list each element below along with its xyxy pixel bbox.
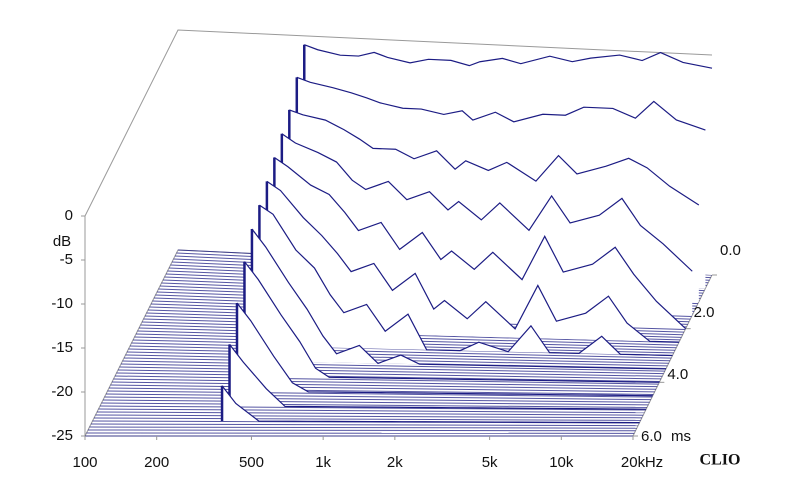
floor-hatch bbox=[120, 363, 664, 375]
floor-hatch bbox=[128, 348, 670, 362]
slice-line bbox=[304, 44, 713, 69]
floor-hatch bbox=[129, 345, 672, 359]
y-tick-label: -25 bbox=[51, 427, 73, 444]
brand-label: CLIO bbox=[700, 452, 741, 469]
y-tick-label: 0 bbox=[65, 207, 73, 224]
floor-hatch bbox=[110, 384, 655, 393]
floor-hatch bbox=[102, 399, 649, 406]
x-tick-label: 200 bbox=[144, 454, 169, 471]
floor-hatch bbox=[87, 429, 636, 432]
x-axis-unit: Hz bbox=[645, 454, 663, 471]
floor-hatch bbox=[95, 414, 642, 419]
slice-line bbox=[281, 133, 693, 272]
x-tick-label: 2k bbox=[387, 454, 403, 471]
slice-line bbox=[236, 302, 653, 397]
y-tick-label: -5 bbox=[60, 251, 73, 268]
slice-fill bbox=[236, 302, 653, 396]
floor-hatch bbox=[107, 390, 653, 398]
floor-hatch bbox=[116, 372, 660, 382]
x-tick-label: 5k bbox=[482, 454, 498, 471]
slice-fill bbox=[229, 344, 647, 410]
slice-line bbox=[274, 157, 687, 330]
x-tick-label: 500 bbox=[239, 454, 264, 471]
floor-hatch bbox=[105, 393, 651, 401]
floor-hatch bbox=[114, 375, 659, 385]
floor-hatch bbox=[90, 423, 639, 427]
floor-hatch bbox=[99, 405, 646, 411]
z-axis-unit: ms bbox=[671, 428, 691, 445]
floor-hatch bbox=[98, 408, 645, 414]
y-tick-label: -10 bbox=[51, 295, 73, 312]
z-tick-label: 6.0 bbox=[641, 428, 662, 445]
floor-hatch bbox=[119, 366, 663, 377]
floor-hatch bbox=[117, 369, 662, 380]
slice-line bbox=[221, 385, 640, 424]
slice-fill bbox=[244, 261, 660, 383]
slice-fill bbox=[259, 205, 673, 356]
floor-hatch bbox=[111, 381, 656, 390]
slice-line bbox=[289, 109, 700, 206]
slice-line bbox=[259, 204, 673, 357]
y-tick-label: -20 bbox=[51, 383, 73, 400]
x-tick-label: 1k bbox=[315, 454, 331, 471]
slice-line bbox=[229, 344, 647, 410]
frame bbox=[84, 29, 713, 436]
floor-hatch bbox=[89, 426, 637, 429]
floor-hatch bbox=[96, 411, 644, 416]
z-tick-label: 4.0 bbox=[667, 366, 688, 383]
slice-line bbox=[296, 76, 706, 131]
slice-line bbox=[251, 228, 666, 370]
slice-fill bbox=[266, 181, 680, 343]
z-tick-label: 0.0 bbox=[720, 242, 741, 259]
floor-hatch bbox=[101, 402, 648, 408]
floor-hatch bbox=[104, 396, 650, 403]
y-axis-label: dB bbox=[53, 233, 71, 250]
floor-hatch bbox=[108, 387, 654, 395]
slice-line bbox=[243, 261, 660, 383]
x-tick-label: 20k bbox=[621, 454, 646, 471]
slice-line bbox=[266, 180, 680, 343]
x-tick-label: 100 bbox=[72, 454, 97, 471]
x-tick-label: 10k bbox=[549, 454, 574, 471]
floor-hatch bbox=[113, 378, 658, 388]
z-tick-label: 2.0 bbox=[694, 304, 715, 321]
floor-hatch bbox=[122, 360, 665, 372]
floor-hatch bbox=[93, 417, 641, 421]
y-tick-label: -15 bbox=[51, 339, 73, 356]
